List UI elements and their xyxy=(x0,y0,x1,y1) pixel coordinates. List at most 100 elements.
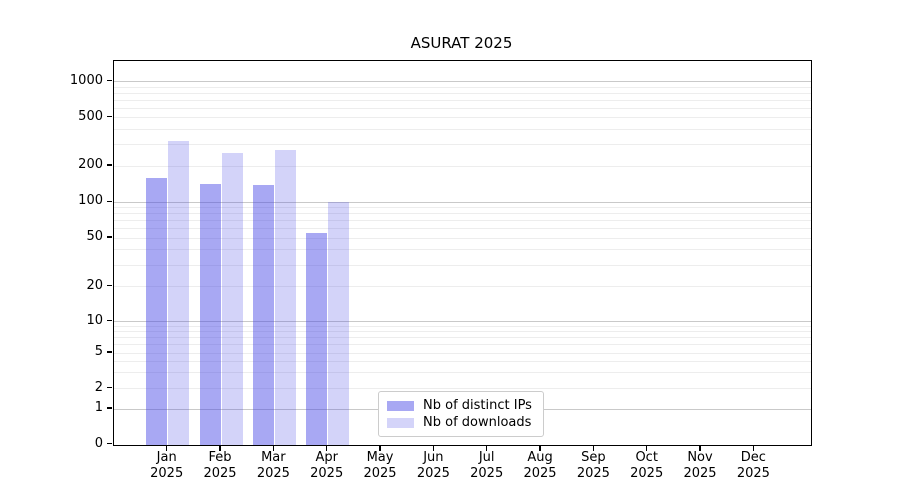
x-tick-mark xyxy=(752,445,754,451)
x-tick-mark xyxy=(646,445,648,451)
y-axis-tick-label: 5 xyxy=(94,344,103,359)
x-tick-mark xyxy=(379,445,381,451)
legend-label-distinct-ips: Nb of distinct IPs xyxy=(423,398,532,413)
y-axis-tick-label: 100 xyxy=(78,193,103,209)
grid-line-minor xyxy=(114,264,811,266)
x-axis-tick-label: Dec 2025 xyxy=(723,450,783,482)
x-axis-tick-label: Jun 2025 xyxy=(403,450,463,482)
y-tick-mark xyxy=(107,386,112,389)
y-tick-mark xyxy=(107,236,112,238)
y-axis-tick-label: 50 xyxy=(86,229,103,244)
x-tick-month: Aug xyxy=(527,450,553,465)
grid-line-minor xyxy=(114,388,811,389)
x-axis-tick-label: Sep 2025 xyxy=(563,450,623,482)
bar-distinct-ips xyxy=(252,185,274,445)
x-tick-year: 2025 xyxy=(630,466,664,481)
y-axis-tick-label: 1 xyxy=(94,400,103,415)
x-axis-tick-label: Aug 2025 xyxy=(510,450,570,482)
grid-line-minor xyxy=(114,286,811,287)
y-tick-mark xyxy=(107,79,112,82)
x-tick-mark xyxy=(592,445,594,451)
y-tick-mark xyxy=(107,442,112,445)
x-tick-mark xyxy=(219,445,221,451)
bar-distinct-ips xyxy=(199,183,221,445)
y-tick-mark xyxy=(107,351,112,353)
x-tick-mark xyxy=(326,445,328,451)
x-tick-month: Jun xyxy=(423,450,444,465)
x-tick-mark xyxy=(486,445,488,451)
y-tick-mark xyxy=(107,320,112,322)
x-tick-mark xyxy=(432,445,434,451)
x-tick-year: 2025 xyxy=(363,466,397,481)
x-tick-year: 2025 xyxy=(736,466,770,481)
grid-line-minor xyxy=(114,220,811,222)
x-tick-year: 2025 xyxy=(576,466,610,481)
y-axis-tick-label: 20 xyxy=(86,277,103,293)
grid-line-major xyxy=(114,201,811,203)
grid-line-minor xyxy=(114,117,811,119)
x-tick-year: 2025 xyxy=(523,466,557,481)
y-axis-tick-label: 10 xyxy=(86,312,103,328)
x-tick-month: May xyxy=(366,450,394,465)
x-axis-tick-label: Mar 2025 xyxy=(243,450,303,482)
y-axis-tick-label: 500 xyxy=(78,108,103,124)
x-tick-year: 2025 xyxy=(683,466,717,481)
grid-line-minor xyxy=(114,92,811,94)
x-tick-month: Apr xyxy=(315,450,338,465)
x-axis-tick-label: Feb 2025 xyxy=(190,450,250,482)
grid-line-major xyxy=(114,321,811,323)
x-tick-year: 2025 xyxy=(416,466,450,481)
plot-area xyxy=(113,60,812,446)
bar-downloads xyxy=(221,153,243,445)
grid-line-minor xyxy=(114,344,811,346)
grid-line-minor xyxy=(114,99,811,101)
x-axis-tick-label: Nov 2025 xyxy=(670,450,730,482)
grid-line-minor xyxy=(114,213,811,215)
x-axis-tick-label: Oct 2025 xyxy=(617,450,677,482)
x-axis-tick-label: May 2025 xyxy=(350,450,410,482)
grid-line-minor xyxy=(114,326,811,328)
grid-line-minor xyxy=(114,372,811,374)
x-tick-month: Feb xyxy=(208,450,232,465)
y-tick-mark xyxy=(107,407,112,409)
x-tick-mark xyxy=(699,445,701,451)
legend-item-downloads: Nb of downloads xyxy=(387,414,535,431)
x-tick-month: Nov xyxy=(687,450,713,465)
x-axis-tick-label: Apr 2025 xyxy=(297,450,357,482)
x-tick-year: 2025 xyxy=(150,466,184,481)
x-tick-year: 2025 xyxy=(310,466,344,481)
grid-line-minor xyxy=(114,337,811,339)
legend-label-downloads: Nb of downloads xyxy=(423,415,532,430)
grid-line-minor xyxy=(114,129,811,131)
x-tick-mark xyxy=(166,445,168,451)
bar-downloads xyxy=(274,150,296,445)
legend-item-distinct-ips: Nb of distinct IPs xyxy=(387,397,535,414)
grid-line-minor xyxy=(114,249,811,251)
x-tick-year: 2025 xyxy=(203,466,237,481)
legend-swatch-distinct-ips xyxy=(387,400,414,411)
chart-title: ASURAT 2025 xyxy=(410,34,513,52)
x-tick-month: Jul xyxy=(478,450,495,465)
x-tick-mark xyxy=(272,445,274,451)
grid-line-minor xyxy=(114,237,811,239)
y-axis-tick-label: 1000 xyxy=(69,72,103,88)
y-tick-mark xyxy=(107,116,112,118)
grid-line-minor xyxy=(114,331,811,333)
x-tick-month: Mar xyxy=(261,450,286,465)
grid-line-major xyxy=(114,81,811,82)
bar-distinct-ips xyxy=(306,233,328,445)
bar-downloads xyxy=(328,202,350,445)
x-tick-year: 2025 xyxy=(256,466,290,481)
legend: Nb of distinct IPs Nb of downloads xyxy=(378,391,544,437)
grid-line-minor xyxy=(114,86,811,88)
grid-line-minor xyxy=(114,361,811,363)
y-axis-tick-label: 2 xyxy=(94,379,103,395)
x-tick-month: Jan xyxy=(156,450,177,465)
y-tick-mark xyxy=(107,164,112,166)
grid-line-minor xyxy=(114,228,811,230)
x-tick-mark xyxy=(539,445,541,451)
y-axis-tick-label: 0 xyxy=(94,435,103,451)
x-axis-tick-label: Jul 2025 xyxy=(457,450,517,482)
y-tick-mark xyxy=(107,284,112,287)
